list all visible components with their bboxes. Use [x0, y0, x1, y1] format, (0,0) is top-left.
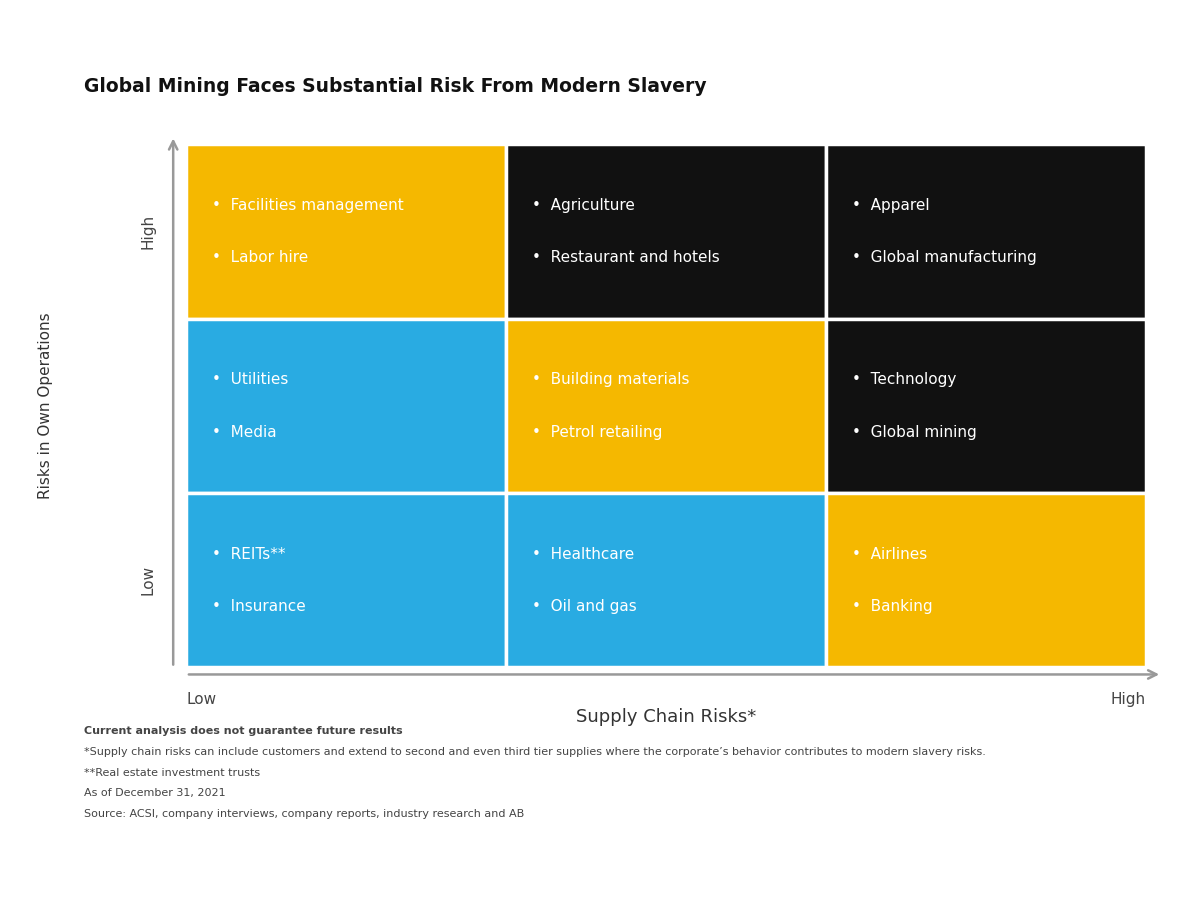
Bar: [506, 493, 826, 667]
Text: •  Insurance: • Insurance: [211, 599, 305, 614]
Text: •  Airlines: • Airlines: [852, 547, 926, 562]
Text: •  Agriculture: • Agriculture: [532, 198, 635, 213]
Text: •  Utilities: • Utilities: [211, 373, 288, 387]
Text: •  Labor hire: • Labor hire: [211, 250, 308, 265]
Text: •  Global manufacturing: • Global manufacturing: [852, 250, 1037, 265]
Text: •  Apparel: • Apparel: [852, 198, 929, 213]
Text: •  Media: • Media: [211, 425, 276, 439]
Text: *Supply chain risks can include customers and extend to second and even third ti: *Supply chain risks can include customer…: [84, 747, 986, 757]
Text: High: High: [1111, 692, 1146, 707]
Bar: [186, 144, 506, 318]
Text: **Real estate investment trusts: **Real estate investment trusts: [84, 768, 260, 778]
Text: Low: Low: [186, 692, 216, 707]
Text: Supply Chain Risks*: Supply Chain Risks*: [576, 708, 756, 726]
Bar: [186, 318, 506, 493]
Text: As of December 31, 2021: As of December 31, 2021: [84, 788, 226, 798]
Text: •  Building materials: • Building materials: [532, 373, 689, 387]
Text: •  Global mining: • Global mining: [852, 425, 977, 439]
Text: •  REITs**: • REITs**: [211, 547, 286, 562]
Text: •  Restaurant and hotels: • Restaurant and hotels: [532, 250, 719, 265]
Bar: [186, 493, 506, 667]
Text: Low: Low: [140, 566, 155, 595]
Text: •  Petrol retailing: • Petrol retailing: [532, 425, 662, 439]
Bar: [826, 144, 1146, 318]
Text: •  Facilities management: • Facilities management: [211, 198, 403, 213]
Text: Global Mining Faces Substantial Risk From Modern Slavery: Global Mining Faces Substantial Risk Fro…: [84, 77, 707, 96]
Text: •  Banking: • Banking: [852, 599, 932, 614]
Text: Current analysis does not guarantee future results: Current analysis does not guarantee futu…: [84, 726, 403, 736]
Bar: [826, 318, 1146, 493]
Bar: [506, 144, 826, 318]
Text: •  Healthcare: • Healthcare: [532, 547, 634, 562]
Text: Risks in Own Operations: Risks in Own Operations: [38, 313, 53, 499]
Text: •  Technology: • Technology: [852, 373, 956, 387]
Text: •  Oil and gas: • Oil and gas: [532, 599, 636, 614]
Text: High: High: [140, 214, 155, 249]
Bar: [826, 493, 1146, 667]
Text: Source: ACSI, company interviews, company reports, industry research and AB: Source: ACSI, company interviews, compan…: [84, 809, 524, 819]
Bar: [506, 318, 826, 493]
